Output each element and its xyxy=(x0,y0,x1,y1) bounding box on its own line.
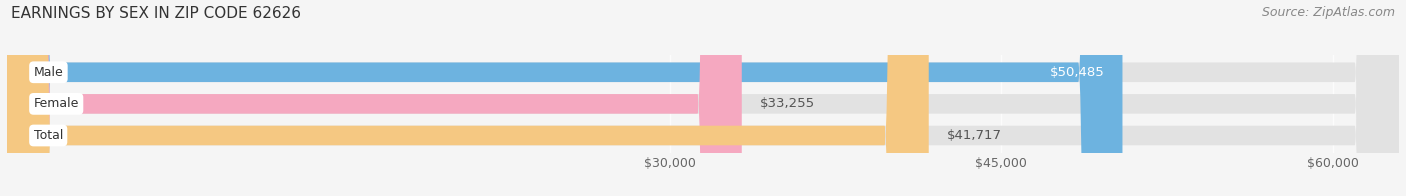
FancyBboxPatch shape xyxy=(7,0,929,196)
Text: $50,485: $50,485 xyxy=(1050,66,1105,79)
Text: Female: Female xyxy=(34,97,79,110)
Text: $33,255: $33,255 xyxy=(759,97,814,110)
FancyBboxPatch shape xyxy=(7,0,1399,196)
FancyBboxPatch shape xyxy=(7,0,742,196)
FancyBboxPatch shape xyxy=(7,0,1399,196)
Text: Source: ZipAtlas.com: Source: ZipAtlas.com xyxy=(1261,6,1395,19)
Text: Total: Total xyxy=(34,129,63,142)
Text: EARNINGS BY SEX IN ZIP CODE 62626: EARNINGS BY SEX IN ZIP CODE 62626 xyxy=(11,6,301,21)
Text: Male: Male xyxy=(34,66,63,79)
FancyBboxPatch shape xyxy=(7,0,1122,196)
FancyBboxPatch shape xyxy=(7,0,1399,196)
Text: $41,717: $41,717 xyxy=(946,129,1001,142)
